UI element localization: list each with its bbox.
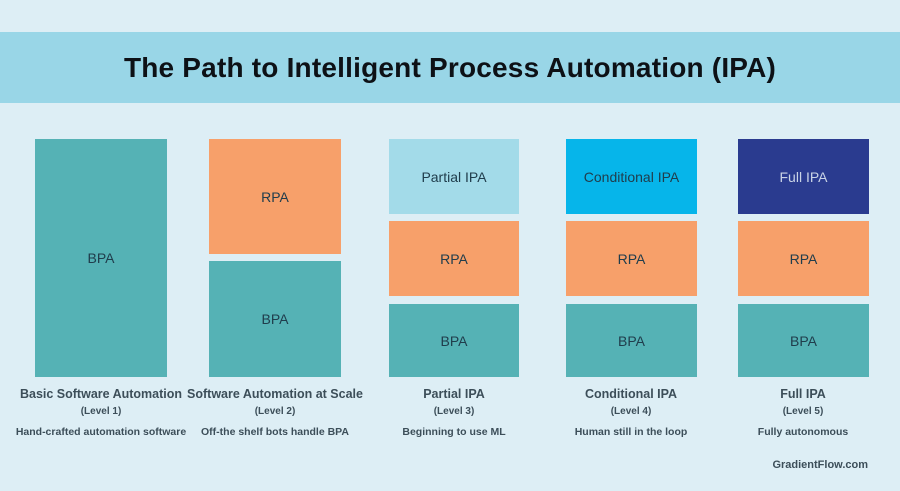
block-label: Full IPA [779, 168, 828, 185]
caption-level-5: Full IPA (Level 5) Fully autonomous [703, 387, 900, 438]
block-bpa: BPA [738, 304, 869, 377]
caption-title: Conditional IPA [584, 387, 678, 401]
block-label: Conditional IPA [583, 168, 680, 185]
column-level-5: Full IPA RPA BPA [738, 139, 869, 377]
caption-description: Hand-crafted automation software [15, 425, 187, 438]
caption-level-3: Partial IPA (Level 3) Beginning to use M… [354, 387, 554, 438]
block-rpa: RPA [566, 221, 697, 296]
title-band: The Path to Intelligent Process Automati… [0, 32, 900, 103]
caption-level: (Level 2) [254, 405, 296, 417]
block-label: RPA [440, 250, 468, 267]
block-rpa: RPA [738, 221, 869, 296]
caption-description: Fully autonomous [757, 425, 849, 438]
block-label: RPA [617, 250, 646, 267]
page-title: The Path to Intelligent Process Automati… [123, 51, 777, 83]
block-bpa: BPA [389, 304, 519, 377]
caption-title: Partial IPA [423, 387, 485, 401]
block-rpa: RPA [389, 221, 519, 296]
block-partial-ipa: Partial IPA [389, 139, 519, 214]
block-bpa: BPA [209, 261, 341, 377]
block-label: BPA [790, 332, 817, 349]
caption-description: Human still in the loop [574, 425, 688, 438]
block-bpa: BPA [566, 304, 697, 377]
caption-title: Software Automation at Scale [187, 387, 363, 401]
block-conditional-ipa: Conditional IPA [566, 139, 697, 214]
block-label: BPA [618, 332, 645, 349]
block-bpa: BPA [35, 139, 167, 377]
block-label: BPA [261, 311, 289, 327]
column-level-4: Conditional IPA RPA BPA [566, 139, 697, 377]
caption-title: Full IPA [780, 387, 826, 401]
block-rpa: RPA [209, 139, 341, 254]
caption-description: Off-the shelf bots handle BPA [201, 425, 349, 438]
block-label: BPA [440, 332, 468, 349]
caption-level: (Level 1) [80, 405, 122, 417]
block-label: BPA [87, 250, 115, 266]
column-level-1: BPA [35, 139, 167, 377]
caption-level-1: Basic Software Automation (Level 1) Hand… [1, 387, 201, 438]
block-full-ipa: Full IPA [738, 139, 869, 214]
block-label: Partial IPA [421, 168, 487, 185]
block-label: RPA [261, 188, 289, 205]
column-level-2: RPA BPA [209, 139, 341, 377]
caption-level-2: Software Automation at Scale (Level 2) O… [175, 387, 375, 438]
block-label: RPA [789, 250, 818, 267]
watermark: GradientFlow.com [772, 459, 868, 471]
caption-level: (Level 5) [782, 405, 824, 417]
caption-level: (Level 3) [433, 405, 475, 417]
caption-title: Basic Software Automation [19, 387, 183, 401]
caption-description: Beginning to use ML [402, 425, 506, 438]
caption-level-4: Conditional IPA (Level 4) Human still in… [531, 387, 731, 438]
caption-level: (Level 4) [610, 405, 652, 417]
column-level-3: Partial IPA RPA BPA [389, 139, 519, 377]
